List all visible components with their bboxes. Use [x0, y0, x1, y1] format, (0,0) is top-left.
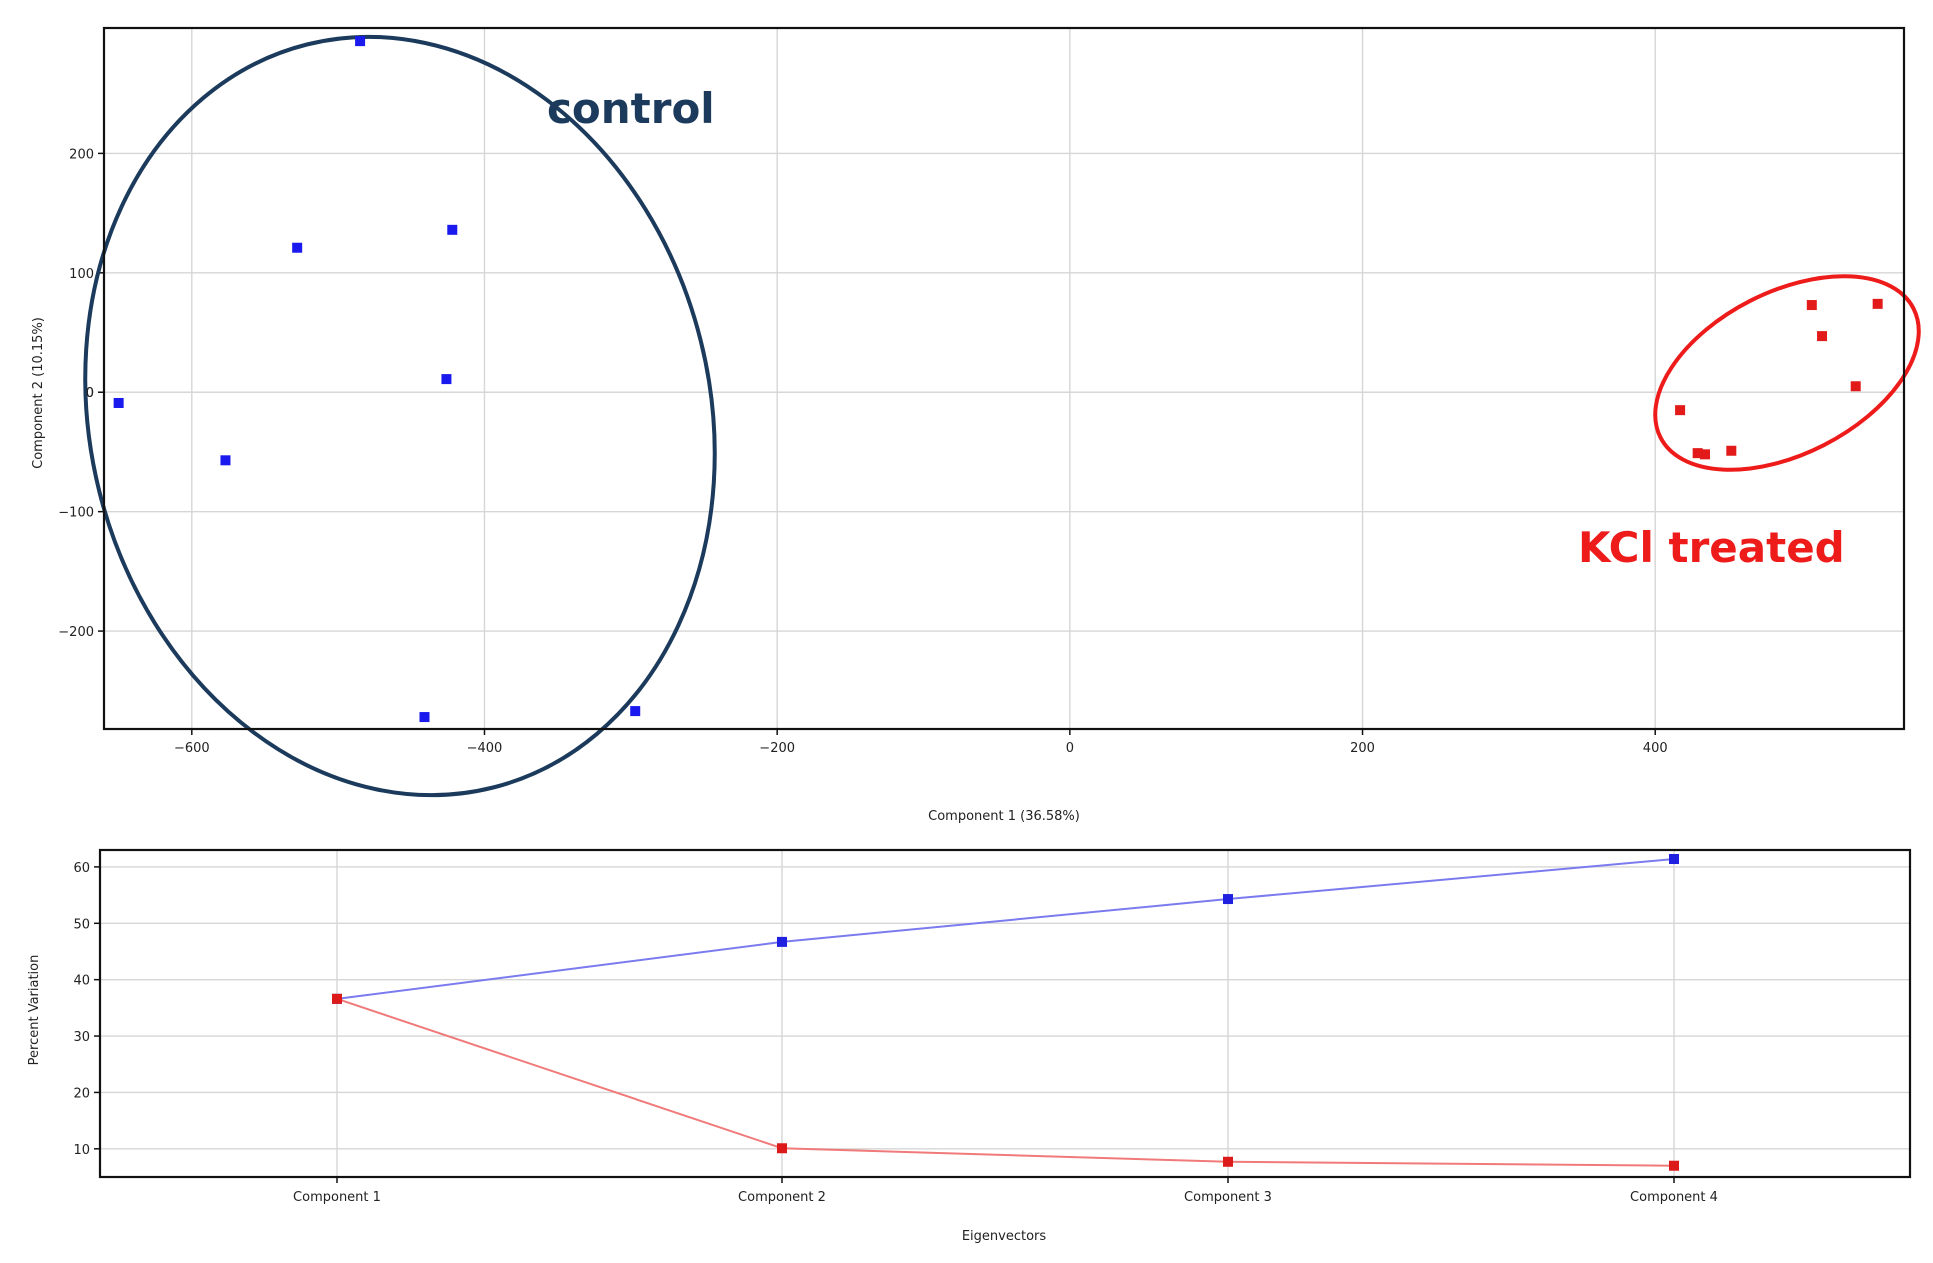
- kcl-treated-point: [1850, 381, 1861, 392]
- scatter-grid: [98, 28, 1904, 735]
- scatter-x-tick-label: 0: [1066, 741, 1074, 756]
- kcl-treated-point: [1726, 445, 1737, 456]
- control-point: [113, 397, 124, 408]
- scatter-y-tick-label: −200: [58, 625, 94, 640]
- kcl-treated-point: [1692, 448, 1703, 459]
- scatter-x-tick-label: 400: [1643, 741, 1668, 756]
- scatter-x-axis-label: Component 1 (36.58%): [928, 809, 1080, 824]
- component-variation-line: [336, 997, 1675, 1167]
- scatter-y-tick-label: 200: [69, 147, 94, 162]
- kcl-treated-point: [1872, 298, 1883, 309]
- scatter-y-axis-label: Component 2 (10.15%): [31, 317, 46, 469]
- line-chart-frame: [98, 848, 1912, 1179]
- cumulative-variation-point: [1669, 854, 1679, 865]
- annotation-control: control: [547, 84, 715, 133]
- line-y-tick-label: 10: [73, 1143, 90, 1158]
- line-chart-tick-labels: 10 20 30 40 50 60 Component 1 Component 2 Compon…: [73, 861, 1717, 1205]
- cluster-ellipses: [83, 34, 1921, 798]
- scatter-x-tick-label: −200: [759, 741, 795, 756]
- kcl-treated-point: [1699, 449, 1710, 460]
- control-point: [355, 36, 366, 47]
- scatter-x-tick-label: −400: [467, 741, 503, 756]
- line-chart-series: [332, 854, 1679, 1171]
- line-x-tick-label: Component 3: [1184, 1190, 1272, 1205]
- scatter-points: [113, 36, 1883, 723]
- control-point: [447, 224, 458, 235]
- scatter-y-tick-label: 0: [86, 386, 94, 401]
- line-x-tick-label: Component 2: [738, 1190, 826, 1205]
- kcl-cluster-ellipse: [1653, 274, 1921, 472]
- percent-variation-chart: 10 20 30 40 50 60 Component 1 Component 2 Compon…: [27, 848, 1912, 1244]
- line-chart-grid: [94, 850, 1910, 1183]
- line-y-tick-label: 50: [73, 917, 90, 932]
- cumulative-variation-line: [336, 858, 1675, 1000]
- scatter-plot-frame: [102, 26, 1906, 731]
- kcl-treated-point: [1675, 405, 1686, 416]
- component-variation-point: [777, 1143, 787, 1154]
- line-y-tick-label: 30: [73, 1030, 90, 1045]
- cumulative-variation-point: [1223, 894, 1233, 905]
- line-y-tick-label: 20: [73, 1086, 90, 1101]
- scatter-y-tick-label: 0: [86, 386, 94, 401]
- line-x-tick-label: Component 1: [293, 1190, 381, 1205]
- cumulative-variation-point: [777, 936, 787, 947]
- scatter-y-tick-label: −100: [58, 506, 94, 521]
- line-y-axis-label: Percent Variation: [27, 955, 42, 1066]
- component-variation-point: [1669, 1160, 1679, 1171]
- control-cluster-ellipse: [83, 34, 717, 798]
- control-point: [630, 706, 641, 717]
- scatter-y-tick-label: 100: [69, 267, 94, 282]
- kcl-treated-point: [1817, 331, 1828, 342]
- scatter-x-tick-label: −600: [174, 741, 210, 756]
- control-point: [292, 242, 303, 253]
- line-y-tick-label: 60: [73, 861, 90, 876]
- scatter-x-tick-label: 200: [1350, 741, 1375, 756]
- control-point: [441, 374, 452, 385]
- annotation-kcl-treated: KCl treated: [1578, 523, 1845, 572]
- line-x-axis-label: Eigenvectors: [962, 1229, 1047, 1244]
- control-point: [220, 455, 231, 466]
- control-point: [419, 712, 430, 723]
- line-y-tick-label: 40: [73, 974, 90, 989]
- component-variation-point: [1223, 1156, 1233, 1167]
- kcl-treated-point: [1806, 300, 1817, 311]
- component-variation-point: [332, 993, 342, 1004]
- line-x-tick-label: Component 4: [1630, 1190, 1718, 1205]
